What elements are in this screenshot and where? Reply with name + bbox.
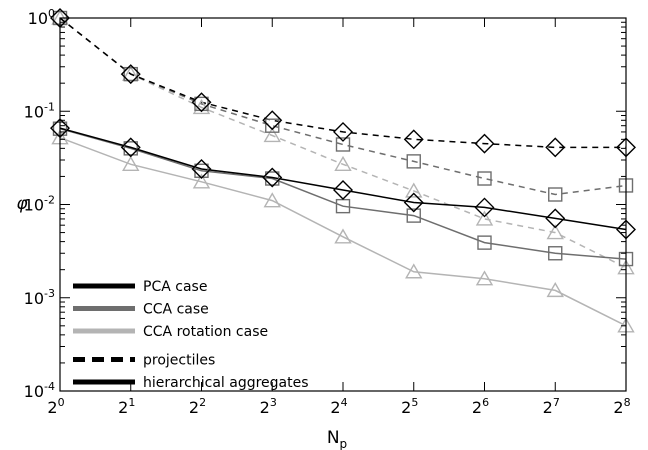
y-tick-base: 10 <box>24 382 44 401</box>
y-tick-exp: 0 <box>48 7 55 20</box>
triangle-marker <box>334 155 352 171</box>
square-marker <box>406 154 421 169</box>
legend-label: CCA case <box>143 302 209 318</box>
series-line <box>59 17 627 269</box>
legend-label: CCA rotation case <box>143 324 268 340</box>
x-tick-base: 2 <box>330 398 340 417</box>
tick-layer <box>59 17 627 392</box>
y-tick-label: 10-2 <box>24 194 55 215</box>
series-line <box>59 136 627 327</box>
x-axis-label-main: N <box>327 428 340 448</box>
legend-label: projectiles <box>143 353 215 369</box>
diamond-marker <box>191 159 212 180</box>
diamond-marker <box>545 208 566 229</box>
y-tick-base: 10 <box>24 102 44 121</box>
x-tick-exp: 8 <box>624 396 631 409</box>
x-tick-exp: 5 <box>411 396 418 409</box>
triangle-marker <box>546 281 564 298</box>
square-marker <box>477 235 492 250</box>
y-tick-label: 100 <box>28 7 55 28</box>
x-tick-exp: 4 <box>341 396 348 409</box>
x-tick-base: 2 <box>472 398 482 417</box>
x-tick-base: 2 <box>47 398 57 417</box>
square-marker <box>335 137 351 152</box>
diamond-marker <box>333 121 353 142</box>
x-tick-exp: 1 <box>128 396 135 409</box>
triangle-marker <box>263 192 281 208</box>
y-tick-exp: -4 <box>44 380 55 393</box>
marker-layer <box>50 8 636 333</box>
square-marker <box>123 141 138 156</box>
triangle-marker <box>192 173 211 189</box>
x-tick-label: 21 <box>118 396 135 417</box>
triangle-marker <box>122 155 140 171</box>
legend-label: hierarchical aggregates <box>143 375 309 391</box>
diamond-marker <box>333 180 353 201</box>
x-tick-label: 24 <box>330 396 347 417</box>
series-line <box>59 17 626 149</box>
triangle-marker <box>334 228 352 244</box>
diamond-marker <box>474 133 495 154</box>
diamond-marker <box>403 129 424 150</box>
square-marker <box>123 66 138 82</box>
x-tick-exp: 2 <box>199 396 206 409</box>
legend-label: PCA case <box>143 279 207 295</box>
square-marker <box>477 171 492 186</box>
triangle-marker <box>405 182 423 198</box>
diamond-marker <box>262 110 283 131</box>
x-tick-base: 2 <box>401 398 411 417</box>
x-tick-base: 2 <box>260 398 270 417</box>
y-tick-base: 10 <box>24 196 44 215</box>
x-tick-base: 2 <box>189 398 199 417</box>
diamond-marker <box>474 197 495 218</box>
x-tick-label: 25 <box>401 396 418 417</box>
diamond-marker <box>545 137 566 158</box>
x-tick-label: 22 <box>189 396 206 417</box>
triangle-marker <box>546 224 564 240</box>
x-tick-exp: 3 <box>270 396 277 409</box>
triangle-marker <box>405 263 423 279</box>
diamond-marker <box>120 137 141 158</box>
series-layer <box>59 17 627 327</box>
y-tick-exp: -1 <box>44 100 55 113</box>
x-tick-exp: 6 <box>482 396 489 409</box>
diamond-marker <box>191 92 212 113</box>
series-line <box>59 127 627 231</box>
y-tick-base: 10 <box>28 9 48 28</box>
x-tick-label: 23 <box>260 396 277 417</box>
x-tick-label: 20 <box>47 396 64 417</box>
y-tick-label: 10-1 <box>24 100 55 121</box>
square-marker <box>265 118 280 133</box>
square-marker <box>548 246 563 261</box>
y-tick-base: 10 <box>24 289 44 308</box>
x-tick-base: 2 <box>543 398 553 417</box>
square-marker <box>406 208 421 223</box>
x-tick-base: 2 <box>613 398 623 417</box>
x-tick-exp: 0 <box>58 396 65 409</box>
y-tick-label: 10-3 <box>24 287 55 308</box>
x-tick-exp: 7 <box>553 396 560 409</box>
square-marker <box>548 187 563 202</box>
y-tick-exp: -2 <box>44 194 55 207</box>
x-tick-label: 26 <box>472 396 489 417</box>
y-axis-label: φ <box>16 194 28 214</box>
y-tick-exp: -3 <box>44 287 55 300</box>
x-axis-label: Np <box>327 428 347 450</box>
diamond-marker <box>403 192 424 213</box>
square-marker <box>265 171 280 186</box>
x-tick-label: 27 <box>543 396 560 417</box>
diamond-marker <box>120 64 141 85</box>
series-line <box>59 127 627 260</box>
x-tick-label: 28 <box>613 396 630 417</box>
triangle-marker <box>475 210 494 226</box>
x-axis-label-sub: p <box>340 437 348 450</box>
triangle-marker <box>475 270 494 286</box>
x-tick-base: 2 <box>118 398 128 417</box>
y-tick-label: 10-4 <box>24 380 55 401</box>
diamond-marker <box>262 167 283 188</box>
triangle-marker <box>263 127 281 143</box>
legend: PCA case CCA case CCA rotation case project… <box>73 279 309 391</box>
